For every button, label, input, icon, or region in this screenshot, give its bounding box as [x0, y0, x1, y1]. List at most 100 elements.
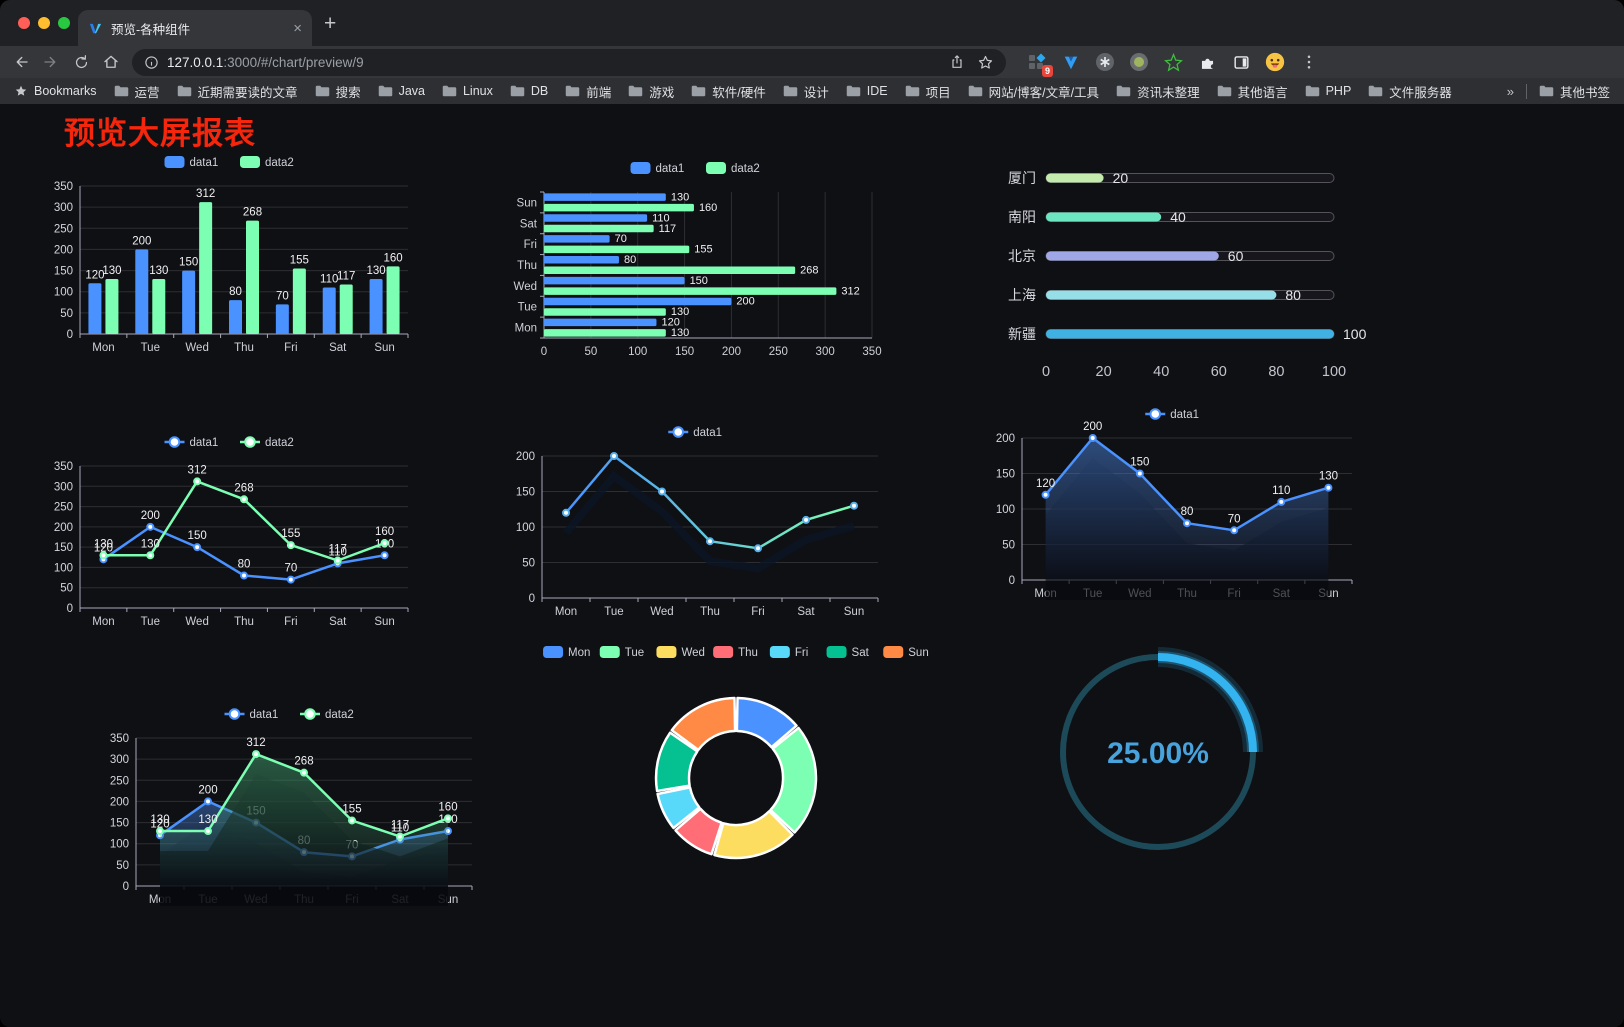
extension-command-button[interactable] [1094, 51, 1116, 73]
svg-text:250: 250 [110, 775, 129, 787]
back-button[interactable] [8, 49, 34, 75]
svg-text:Tue: Tue [604, 606, 623, 618]
reload-button[interactable] [68, 49, 94, 75]
bookmark-folder-item[interactable]: 设计 [783, 82, 829, 101]
svg-text:250: 250 [54, 502, 73, 514]
bookmark-folder-label: DB [530, 84, 549, 98]
bookmark-folder-item[interactable]: 项目 [905, 82, 951, 101]
bookmark-folder-item[interactable]: PHP [1305, 84, 1351, 98]
extension-badge: 9 [1041, 65, 1053, 77]
chart-gradient-line[interactable]: 0 50 100 150 200 Mon Tue Wed Thu Fri Sat Sun data1 [506, 416, 890, 628]
tab-close-icon[interactable]: × [293, 19, 302, 37]
browser-menu-button[interactable] [1298, 51, 1320, 73]
bookmark-folder-item[interactable]: Java [378, 84, 425, 98]
svg-text:data1: data1 [190, 437, 219, 449]
svg-text:20: 20 [1113, 170, 1129, 186]
bookmark-folder-item[interactable]: DB [510, 84, 548, 98]
folder-icon [566, 85, 580, 97]
svg-text:Fri: Fri [284, 616, 297, 628]
bookmarks-manager-item[interactable]: Bookmarks [14, 84, 97, 98]
svg-text:150: 150 [54, 542, 73, 554]
sidebar-toggle-button[interactable] [1230, 51, 1252, 73]
bookmark-folder-item[interactable]: 软件/硬件 [691, 82, 766, 101]
svg-text:200: 200 [198, 784, 217, 796]
svg-text:50: 50 [116, 860, 129, 872]
window-close-button[interactable] [18, 17, 30, 29]
home-button[interactable] [98, 49, 124, 75]
forward-button[interactable] [38, 49, 64, 75]
extension-blocks-button[interactable]: 9 [1026, 51, 1053, 77]
bookmark-folder-item[interactable]: 搜索 [315, 82, 361, 101]
svg-text:Mon: Mon [568, 647, 590, 659]
address-bar[interactable]: 127.0.0.1:3000/#/chart/preview/9 [132, 48, 1006, 76]
svg-text:250: 250 [769, 346, 788, 358]
extension-green-star-button[interactable] [1162, 51, 1184, 73]
svg-text:130: 130 [198, 814, 217, 826]
svg-text:200: 200 [54, 244, 73, 256]
svg-text:117: 117 [659, 223, 677, 235]
chart-grouped-bar[interactable]: 0 50 100 150 200 250 300 350 Mon Tue Wed Thu Fri Sat S… [44, 146, 420, 364]
svg-text:160: 160 [375, 526, 394, 538]
window-maximize-button[interactable] [58, 17, 70, 29]
bookmark-folder-item[interactable]: 近期需要读的文章 [177, 82, 298, 101]
chart-two-series-line[interactable]: 0 50 100 150 200 250 300 350 Mon Tue Wed Thu Fri Sat S… [44, 426, 420, 638]
folder-icon [1305, 85, 1319, 97]
svg-text:350: 350 [54, 181, 73, 193]
svg-text:data2: data2 [731, 163, 760, 175]
chart-donut-pie[interactable]: Mon Tue Wed Thu Fri Sat Sun [540, 636, 932, 892]
folder-icon [629, 85, 643, 97]
chart-two-series-area[interactable]: 050100150200250300350MonTueWedThuFriSatS… [100, 698, 484, 916]
extensions-puzzle-button[interactable] [1196, 51, 1218, 73]
extension-v-button[interactable] [1060, 51, 1082, 73]
page-content: 预览大屏报表 0 50 100 150 200 250 300 350 Mon Tue Wed Thu… [0, 104, 1624, 1027]
bookmark-folder-item[interactable]: IDE [846, 84, 888, 98]
sidebar-icon [1233, 55, 1249, 69]
chart-progress-gauge[interactable]: 25.00% [1040, 638, 1276, 870]
bookmark-folder-item[interactable]: 网站/博客/文章/工具 [968, 82, 1099, 101]
svg-text:80: 80 [1268, 364, 1284, 380]
bookmark-folder-item[interactable]: 游戏 [628, 82, 674, 101]
svg-text:70: 70 [615, 233, 627, 245]
bookmark-folder-item[interactable]: 文件服务器 [1368, 82, 1452, 101]
window-minimize-button[interactable] [38, 17, 50, 29]
svg-text:Thu: Thu [700, 606, 720, 618]
svg-text:80: 80 [624, 254, 636, 266]
chart-area-line[interactable]: 050100150200MonTueWedThuFriSatSun1202001… [986, 398, 1364, 610]
bookmarks-label: Bookmarks [34, 84, 97, 98]
svg-text:70: 70 [284, 563, 297, 575]
svg-text:Fri: Fri [524, 239, 537, 251]
folder-icon [968, 85, 982, 97]
svg-text:110: 110 [391, 822, 409, 834]
other-bookmarks-label: 其他书签 [1559, 85, 1610, 100]
svg-text:Wed: Wed [681, 647, 704, 659]
bookmark-folder-item[interactable]: Linux [442, 84, 493, 98]
svg-text:Sat: Sat [852, 647, 870, 659]
page-title: 预览大屏报表 [64, 116, 256, 151]
svg-text:Sat: Sat [329, 342, 347, 354]
folder-icon [692, 85, 706, 97]
svg-text:20: 20 [1096, 364, 1112, 380]
other-bookmarks-item[interactable]: 其他书签 [1539, 82, 1610, 101]
chart-city-progress[interactable]: 厦门 20 南阳 40 北京 60 上海 80 新疆 100 0 20 40 60 80 100 [992, 158, 1372, 386]
bookmark-folder-item[interactable]: 前端 [565, 82, 611, 101]
browser-tab[interactable]: 预览-各种组件 × [78, 10, 312, 46]
new-tab-button[interactable]: + [324, 12, 337, 35]
profile-avatar[interactable] [1264, 51, 1286, 73]
svg-text:250: 250 [54, 223, 73, 235]
bookmarks-overflow-button[interactable]: » [1506, 83, 1514, 99]
bookmark-folder-item[interactable]: 运营 [114, 82, 160, 101]
bookmark-folder-item[interactable]: 资讯未整理 [1116, 82, 1200, 101]
extension-record-button[interactable] [1128, 51, 1150, 73]
svg-text:70: 70 [276, 290, 289, 302]
svg-text:Tue: Tue [625, 647, 644, 659]
svg-text:130: 130 [94, 538, 113, 550]
svg-text:0: 0 [123, 881, 129, 893]
folder-icon [177, 85, 191, 97]
bookmark-star-icon[interactable] [977, 54, 994, 71]
svg-text:312: 312 [841, 285, 859, 297]
bookmark-folder-item[interactable]: 其他语言 [1217, 82, 1288, 101]
chart-horizontal-bar[interactable]: 0 50 100 150 200 250 300 350 Mon Tue Wed Thu Fri Sat S… [506, 154, 890, 368]
svg-text:350: 350 [54, 461, 73, 473]
svg-text:130: 130 [671, 306, 689, 318]
share-icon[interactable] [949, 54, 965, 70]
